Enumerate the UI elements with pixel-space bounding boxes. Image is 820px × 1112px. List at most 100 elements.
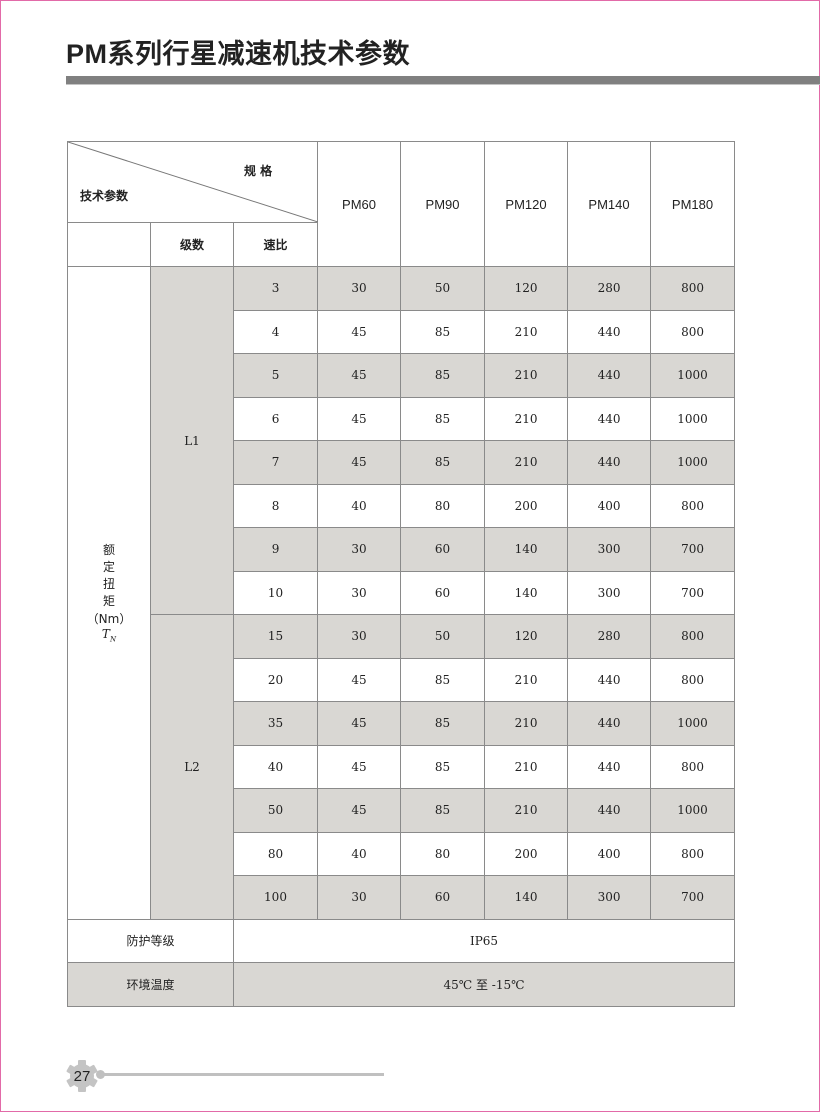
torque-cell: 800 [650, 657, 736, 702]
ratio-cell: 8 [232, 483, 319, 528]
torque-cell: 85 [400, 396, 486, 441]
ratio-cell: 5 [232, 353, 319, 398]
torque-cell: 80 [400, 831, 486, 876]
torque-cell: 300 [567, 570, 652, 615]
torque-cell: 440 [567, 396, 652, 441]
torque-cell: 1000 [650, 396, 736, 441]
ratio-cell: 7 [232, 440, 319, 485]
torque-cell: 50 [400, 266, 486, 311]
ratio-cell: 35 [232, 701, 319, 746]
torque-cell: 440 [567, 440, 652, 485]
table-row: L2 15 30 50 120 280 800 [68, 614, 736, 920]
torque-cell: 280 [567, 266, 652, 311]
torque-cell: 85 [400, 657, 486, 702]
ratio-cell: 4 [232, 309, 319, 354]
torque-cell: 440 [567, 657, 652, 702]
torque-cell: 210 [484, 396, 569, 441]
param-unit: （Nm） [86, 612, 132, 627]
torque-cell: 1000 [650, 701, 736, 746]
torque-cell: 800 [650, 744, 736, 789]
torque-cell: 440 [567, 353, 652, 398]
ratio-cell: 20 [232, 657, 319, 702]
protection-row: 防护等级 IP65 [67, 918, 736, 963]
torque-cell: 60 [400, 875, 486, 920]
torque-cell: 440 [567, 701, 652, 746]
table-row: 8 40 80 200 400 800 [68, 483, 736, 528]
torque-cell: 800 [650, 483, 736, 528]
param-label: 技术参数 [80, 189, 129, 203]
torque-cell: 40 [317, 483, 402, 528]
torque-cell: 45 [317, 788, 402, 833]
torque-cell: 800 [650, 831, 736, 876]
torque-cell: 45 [317, 657, 402, 702]
torque-cell: 210 [484, 353, 569, 398]
temperature-label: 环境温度 [67, 962, 234, 1007]
page-number: 27 [73, 1067, 91, 1085]
torque-cell: 700 [650, 875, 736, 920]
torque-cell: 45 [317, 309, 402, 354]
table-row: 9 30 60 140 300 700 [68, 527, 736, 572]
table-row: 10 30 60 140 300 700 [68, 570, 736, 615]
model-header: PM90 [400, 141, 486, 267]
temperature-row: 环境温度 45℃ 至 -15℃ [67, 962, 736, 1007]
spec-label: 规 格 [244, 164, 273, 178]
stage-cell: L2 [150, 614, 234, 920]
torque-cell: 200 [484, 831, 569, 876]
protection-label: 防护等级 [67, 918, 234, 963]
torque-cell: 30 [317, 266, 402, 311]
table-row: 80 40 80 200 400 800 [68, 831, 736, 876]
table-row: 40 45 85 210 440 800 [68, 744, 736, 789]
torque-cell: 210 [484, 701, 569, 746]
ratio-cell: 3 [232, 266, 319, 311]
torque-cell: 85 [400, 353, 486, 398]
table-row: 100 30 60 140 300 700 [68, 875, 736, 920]
stage-cell: L1 [150, 266, 234, 615]
table-row: 50 45 85 210 440 1000 [68, 788, 736, 833]
ratio-cell: 10 [232, 570, 319, 615]
torque-cell: 300 [567, 527, 652, 572]
torque-cell: 85 [400, 701, 486, 746]
param-char: 定 [102, 560, 115, 575]
page-title: PM系列行星减速机技术参数 [66, 39, 410, 69]
table-row: 35 45 85 210 440 1000 [68, 701, 736, 746]
ratio-cell: 15 [232, 614, 319, 659]
torque-cell: 30 [317, 875, 402, 920]
torque-cell: 1000 [650, 353, 736, 398]
torque-cell: 800 [650, 266, 736, 311]
torque-cell: 280 [567, 614, 652, 659]
model-header: PM180 [650, 141, 736, 267]
param-char: 矩 [102, 594, 115, 609]
torque-cell: 210 [484, 657, 569, 702]
ratio-cell: 80 [232, 831, 319, 876]
ratio-cell: 9 [232, 527, 319, 572]
torque-cell: 1000 [650, 440, 736, 485]
torque-cell: 800 [650, 614, 736, 659]
torque-cell: 140 [484, 875, 569, 920]
model-header: PM140 [567, 141, 652, 267]
param-symbol-sub: N [109, 635, 117, 644]
table-row: 20 45 85 210 440 800 [68, 657, 736, 702]
torque-cell: 140 [484, 527, 569, 572]
diagonal-line [68, 142, 318, 222]
torque-cell: 440 [567, 309, 652, 354]
torque-cell: 30 [317, 570, 402, 615]
torque-cell: 45 [317, 440, 402, 485]
torque-cell: 400 [567, 831, 652, 876]
torque-cell: 300 [567, 875, 652, 920]
torque-cell: 1000 [650, 788, 736, 833]
torque-cell: 45 [317, 353, 402, 398]
torque-cell: 800 [650, 309, 736, 354]
corner-header: 规 格 技术参数 [66, 141, 319, 223]
model-header: PM120 [484, 141, 569, 267]
empty-header-cell [67, 222, 151, 267]
temperature-value: 45℃ 至 -15℃ [232, 962, 736, 1007]
torque-cell: 80 [400, 483, 486, 528]
title-rule [66, 76, 820, 85]
torque-cell: 210 [484, 309, 569, 354]
protection-value: IP65 [232, 918, 736, 963]
param-char: 额 [102, 543, 115, 558]
torque-cell: 210 [484, 788, 569, 833]
torque-cell: 700 [650, 570, 736, 615]
torque-cell: 210 [484, 744, 569, 789]
spec-table: 规 格 技术参数 PM60 PM90 PM120 PM140 PM180 级数 … [66, 141, 736, 1007]
